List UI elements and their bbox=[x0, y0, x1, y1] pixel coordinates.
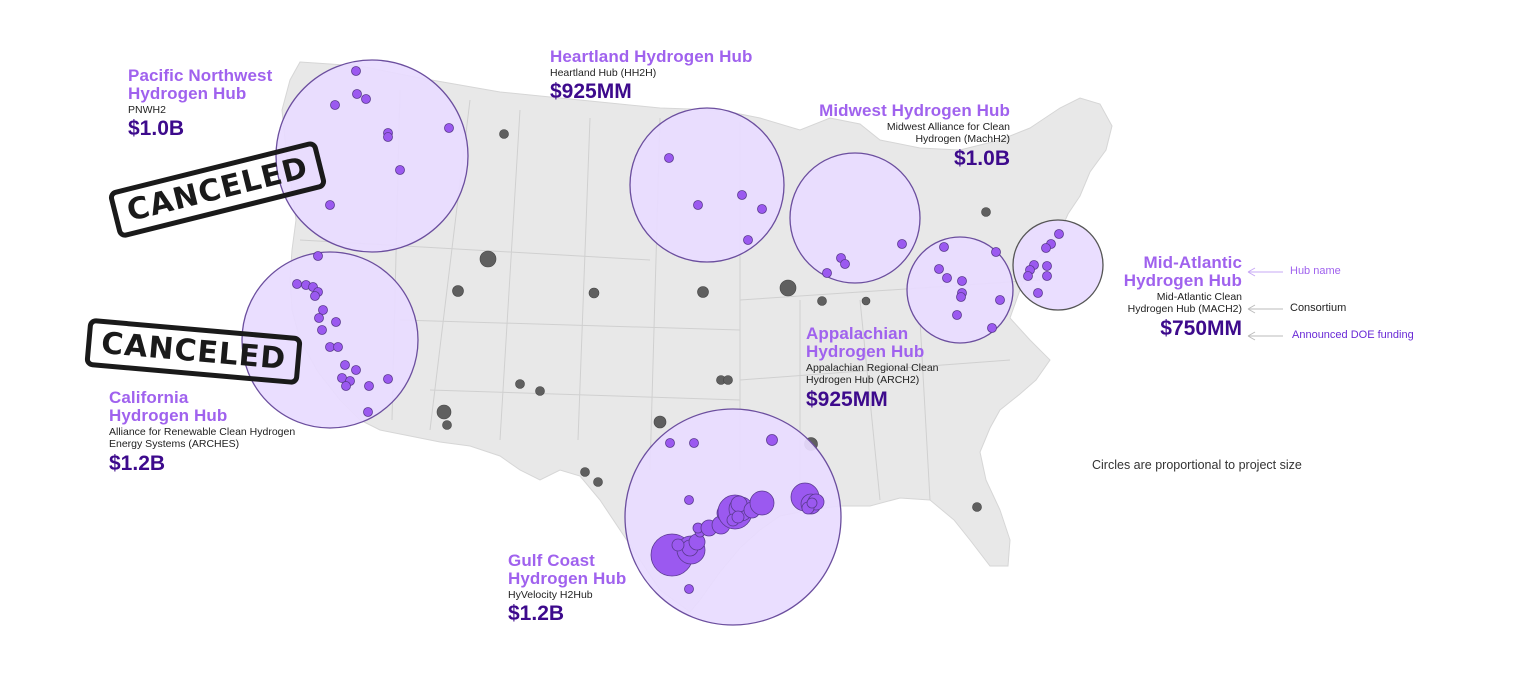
hub-consortium: Midwest Alliance for Clean Hydrogen (Mach… bbox=[886, 120, 1010, 146]
hub-circle-pnw[interactable] bbox=[275, 59, 469, 253]
hub-name: Midwest Hydrogen Hub bbox=[819, 101, 1010, 120]
size-note: Circles are proportional to project size bbox=[1092, 458, 1302, 472]
hub-label-appalachian: Appalachian Hydrogen Hub Appalachian Regi… bbox=[806, 325, 939, 411]
hub-circle-midwest[interactable] bbox=[789, 152, 921, 284]
hub-name: California Hydrogen Hub bbox=[109, 388, 228, 425]
legend-hub-name: Hub name bbox=[1290, 265, 1341, 277]
hub-name: Pacific Northwest Hydrogen Hub bbox=[128, 66, 273, 103]
hub-funding: $1.2B bbox=[508, 602, 565, 626]
hub-funding: $1.0B bbox=[953, 147, 1010, 171]
hub-consortium: Mid-Atlantic Clean Hydrogen Hub (MACH2) bbox=[1127, 290, 1242, 316]
hub-consortium: Alliance for Renewable Clean Hydrogen Ene… bbox=[109, 425, 296, 451]
other-projects bbox=[436, 129, 991, 512]
hub-circle-california[interactable] bbox=[241, 251, 419, 429]
hub-funding: $750MM bbox=[1160, 316, 1242, 340]
hub-name: Heartland Hydrogen Hub bbox=[550, 47, 753, 66]
hub-circle-heartland[interactable] bbox=[629, 107, 785, 263]
hub-label-midwest: Midwest Hydrogen Hub Midwest Alliance fo… bbox=[819, 102, 1010, 170]
legend-funding: Announced DOE funding bbox=[1292, 329, 1414, 341]
hub-label-california: California Hydrogen Hub Alliance for Rene… bbox=[109, 389, 295, 475]
hub-consortium: Heartland Hub (HH2H) bbox=[550, 66, 657, 79]
hub-label-gulf: Gulf Coast Hydrogen Hub HyVelocity H2Hub … bbox=[508, 552, 626, 625]
hub-name: Appalachian Hydrogen Hub bbox=[806, 324, 925, 361]
hub-label-midatlantic: Mid-Atlantic Hydrogen Hub Mid-Atlantic Cl… bbox=[1124, 254, 1242, 340]
hub-consortium: PNWH2 bbox=[128, 103, 166, 116]
hub-name: Mid-Atlantic Hydrogen Hub bbox=[1123, 253, 1242, 290]
hub-funding: $1.2B bbox=[109, 451, 166, 475]
hub-label-pnw: Pacific Northwest Hydrogen Hub PNWH2 $1.0… bbox=[128, 67, 272, 140]
hub-funding: $1.0B bbox=[128, 117, 185, 141]
hub-circle-midatlantic[interactable] bbox=[1012, 219, 1104, 311]
state-borders bbox=[299, 89, 1041, 501]
hub-funding: $925MM bbox=[550, 80, 632, 104]
hub-funding: $925MM bbox=[806, 387, 888, 411]
legend-consortium: Consortium bbox=[1290, 302, 1347, 314]
hub-name: Gulf Coast Hydrogen Hub bbox=[508, 551, 627, 588]
hub-consortium: Appalachian Regional Clean Hydrogen Hub (… bbox=[806, 361, 939, 387]
legend-arrows bbox=[1247, 267, 1283, 341]
hub-consortium: HyVelocity H2Hub bbox=[508, 588, 593, 601]
hub-label-heartland: Heartland Hydrogen Hub Heartland Hub (HH… bbox=[550, 48, 752, 103]
hub-projects bbox=[292, 66, 1064, 594]
